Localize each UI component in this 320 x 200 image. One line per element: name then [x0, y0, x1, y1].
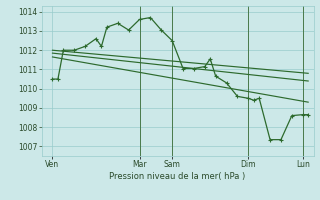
X-axis label: Pression niveau de la mer( hPa ): Pression niveau de la mer( hPa ): [109, 172, 246, 181]
